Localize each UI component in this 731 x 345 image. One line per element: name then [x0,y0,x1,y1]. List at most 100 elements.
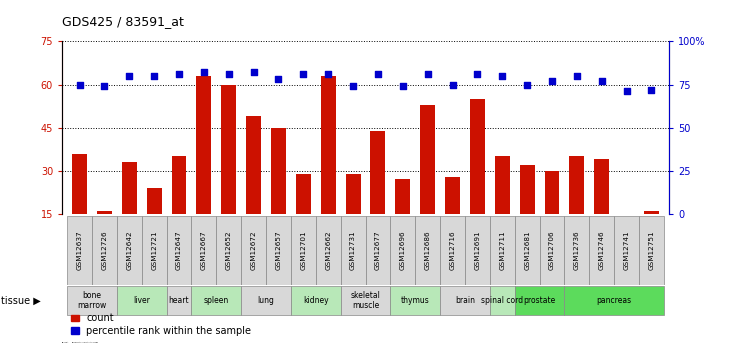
FancyBboxPatch shape [192,216,216,285]
FancyBboxPatch shape [67,286,117,315]
FancyBboxPatch shape [266,216,291,285]
Text: GSM12706: GSM12706 [549,230,555,270]
FancyBboxPatch shape [341,216,366,285]
Point [621,89,632,94]
Text: GSM12746: GSM12746 [599,230,605,270]
Text: GSM12696: GSM12696 [400,230,406,270]
Point [74,82,86,87]
Text: spinal cord: spinal cord [481,296,523,305]
Text: GSM12637: GSM12637 [77,230,83,270]
Point [248,70,260,75]
FancyBboxPatch shape [490,216,515,285]
Bar [246,116,261,257]
FancyBboxPatch shape [465,216,490,285]
FancyBboxPatch shape [366,216,390,285]
Point [347,83,359,89]
Text: pancreas: pancreas [596,296,632,305]
Text: spleen: spleen [204,296,229,305]
FancyBboxPatch shape [216,216,241,285]
Text: GSM12647: GSM12647 [176,230,182,270]
Text: thymus: thymus [401,296,430,305]
Text: skeletal
muscle: skeletal muscle [351,291,380,310]
FancyBboxPatch shape [291,286,341,315]
Bar [296,174,311,257]
Text: GSM12736: GSM12736 [574,230,580,270]
Point [397,83,409,89]
Text: GSM12642: GSM12642 [126,230,132,270]
Text: GSM12751: GSM12751 [648,230,654,270]
Text: GSM12686: GSM12686 [425,230,431,270]
Text: GSM12657: GSM12657 [276,230,281,270]
FancyBboxPatch shape [241,286,291,315]
Bar [569,156,584,257]
Text: tissue ▶: tissue ▶ [1,296,40,305]
Bar [147,188,162,257]
FancyBboxPatch shape [440,216,465,285]
Text: lung: lung [257,296,274,305]
FancyBboxPatch shape [241,216,266,285]
Point [471,71,483,77]
FancyBboxPatch shape [316,216,341,285]
FancyBboxPatch shape [192,286,241,315]
FancyBboxPatch shape [639,216,664,285]
Bar [594,159,609,257]
FancyBboxPatch shape [490,286,515,315]
Bar [520,165,534,257]
Text: brain: brain [455,296,475,305]
Text: GSM12731: GSM12731 [350,230,356,270]
Text: GSM12741: GSM12741 [624,230,629,270]
Text: heart: heart [169,296,189,305]
Bar [420,105,435,257]
Bar [619,254,634,257]
Text: prostate: prostate [523,296,556,305]
Point [447,82,458,87]
Point [273,77,284,82]
Text: GDS425 / 83591_at: GDS425 / 83591_at [62,16,184,29]
Bar [271,128,286,257]
FancyBboxPatch shape [564,216,589,285]
FancyBboxPatch shape [142,216,167,285]
Point [198,70,210,75]
Bar [97,211,112,257]
Text: GSM12652: GSM12652 [226,230,232,270]
Text: GSM12672: GSM12672 [251,230,257,270]
Bar [445,177,460,257]
Bar [495,156,510,257]
FancyBboxPatch shape [167,216,192,285]
Point [645,87,657,92]
Text: GSM12677: GSM12677 [375,230,381,270]
FancyBboxPatch shape [92,216,117,285]
Text: GSM12721: GSM12721 [151,230,157,270]
Point [322,71,334,77]
Text: bone
marrow: bone marrow [77,291,107,310]
Point [124,73,135,79]
Bar [371,130,385,257]
FancyBboxPatch shape [515,286,564,315]
Legend: count, percentile rank within the sample: count, percentile rank within the sample [67,309,255,340]
Point [596,78,607,84]
FancyBboxPatch shape [515,216,539,285]
Bar [470,99,485,257]
FancyBboxPatch shape [415,216,440,285]
Point [223,71,235,77]
Point [99,83,110,89]
Text: GSM12716: GSM12716 [450,230,455,270]
Point [148,73,160,79]
FancyBboxPatch shape [341,286,390,315]
Point [496,73,508,79]
Text: liver: liver [133,296,150,305]
Point [298,71,309,77]
FancyBboxPatch shape [167,286,192,315]
Bar [644,211,659,257]
FancyBboxPatch shape [564,286,664,315]
Bar [72,154,87,257]
Bar [321,76,336,257]
FancyBboxPatch shape [390,216,415,285]
FancyBboxPatch shape [117,216,142,285]
Text: kidney: kidney [303,296,328,305]
Text: GSM12681: GSM12681 [524,230,530,270]
Point [173,71,185,77]
Bar [197,76,211,257]
Bar [122,162,137,257]
FancyBboxPatch shape [539,216,564,285]
